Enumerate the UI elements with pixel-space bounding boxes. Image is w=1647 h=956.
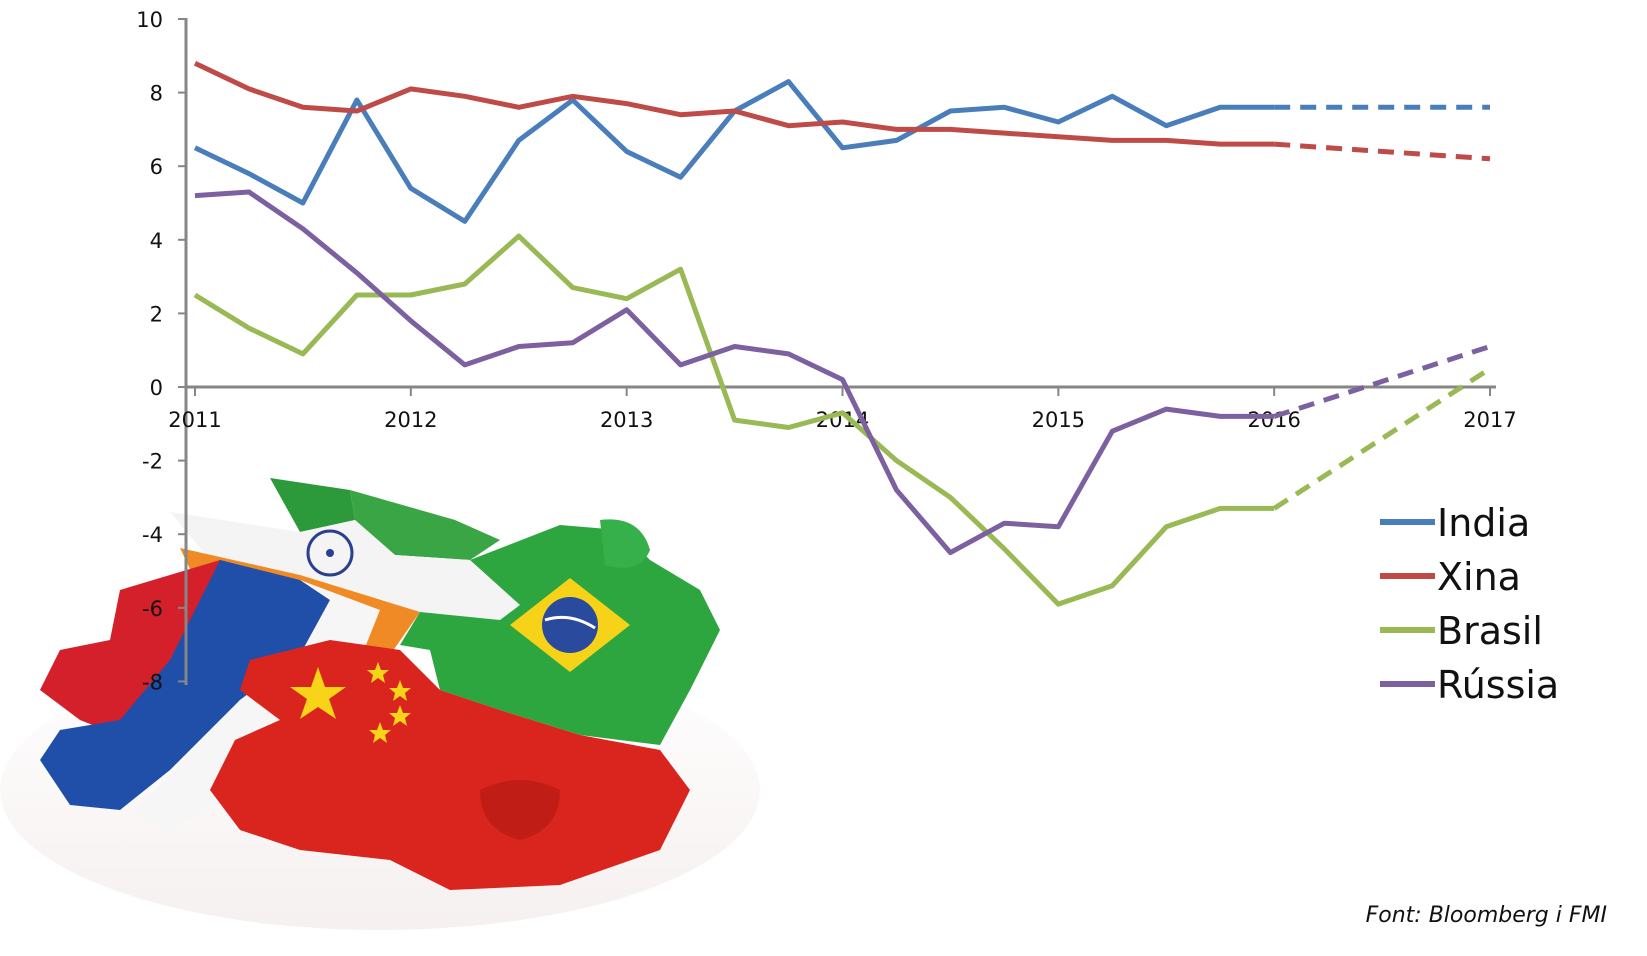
x-tick-label: 2017 xyxy=(1463,408,1516,432)
x-tick-label: 2015 xyxy=(1032,408,1085,432)
series-line-rssia xyxy=(194,189,1275,556)
y-tick-label: 6 xyxy=(150,155,163,179)
legend-label-brasil: Brasil xyxy=(1437,609,1543,653)
y-tick-label: -8 xyxy=(142,670,163,694)
series-forecast-brasil xyxy=(1272,366,1492,511)
y-tick-label: -6 xyxy=(142,597,163,621)
series-line-india xyxy=(193,79,1275,224)
y-tick-label: 10 xyxy=(136,8,163,32)
y-tick-label: 0 xyxy=(150,376,163,400)
x-tick-label: 2012 xyxy=(384,408,437,432)
source-note: Font: Bloomberg i FMI xyxy=(1365,903,1607,928)
series-lines xyxy=(193,60,1492,607)
x-tick-label: 2011 xyxy=(168,408,221,432)
x-axis-ticks: 2011 2012 2013 2014 2015 2016 2017 xyxy=(168,387,1517,432)
y-axis-ticks: 10 8 6 4 2 0 -2 -4 -6 -8 xyxy=(136,8,186,694)
y-tick-label: -2 xyxy=(142,450,163,474)
y-tick-label: 2 xyxy=(150,302,163,326)
series-line-brasil xyxy=(193,233,1275,607)
y-tick-label: 4 xyxy=(150,229,163,253)
x-tick-label: 2013 xyxy=(600,408,653,432)
y-tick-label: -4 xyxy=(142,523,163,547)
series-line-xina xyxy=(193,60,1275,147)
series-forecast-rssia xyxy=(1273,344,1491,419)
x-tick-label: 2016 xyxy=(1247,408,1300,432)
brics-flag-puzzle-illustration xyxy=(0,478,760,930)
series-forecast-xina xyxy=(1274,141,1491,162)
legend: India Xina Brasil Rússia xyxy=(1380,501,1559,707)
legend-label-india: India xyxy=(1437,501,1530,545)
legend-label-xina: Xina xyxy=(1437,555,1521,599)
y-tick-label: 8 xyxy=(150,82,163,106)
legend-label-rssia: Rússia xyxy=(1437,663,1559,707)
